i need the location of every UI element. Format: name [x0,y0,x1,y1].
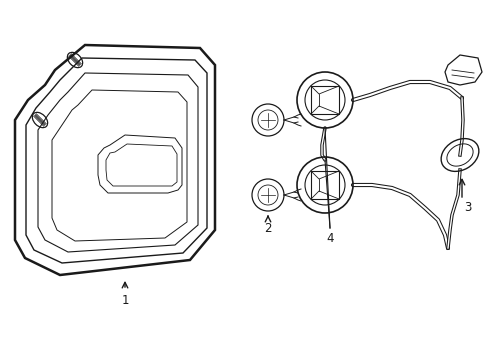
Text: 4: 4 [325,231,333,244]
Bar [310,171,338,199]
Text: 3: 3 [464,201,471,213]
Text: 2: 2 [264,221,271,234]
Bar [310,86,338,114]
Text: 1: 1 [121,293,128,306]
